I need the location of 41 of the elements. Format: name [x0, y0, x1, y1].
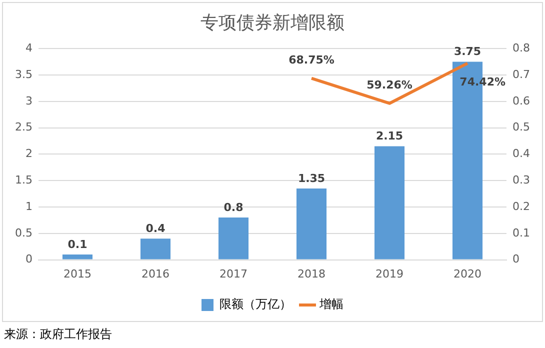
bar — [296, 188, 327, 260]
y-tick-label: 1 — [25, 200, 32, 213]
source-note: 来源：政府工作报告 — [4, 326, 112, 343]
data-label: 59.26% — [366, 78, 412, 92]
x-tick-label: 2017 — [220, 267, 248, 280]
x-tick-label: 2015 — [63, 267, 92, 280]
y-tick-label: 0 — [25, 252, 32, 266]
data-label: 0.4 — [146, 222, 166, 236]
y2-tick-label: 0.6 — [512, 94, 530, 108]
x-tick-label: 2019 — [376, 267, 404, 280]
data-label: 2.15 — [376, 130, 404, 143]
x-tick-label: 2020 — [454, 267, 482, 280]
data-label: 1.35 — [298, 172, 326, 185]
y2-tick-label: 0.4 — [512, 147, 530, 160]
y2-tick-label: 0.5 — [512, 120, 530, 134]
bar — [140, 238, 171, 260]
legend-label: 增幅 — [318, 297, 344, 312]
y2-tick-label: 0.2 — [512, 200, 530, 213]
data-label: 68.75% — [288, 54, 334, 67]
x-tick-label: 2018 — [298, 267, 326, 280]
chart-title: 专项债券新增限额 — [200, 12, 344, 34]
y-tick-label: 2.5 — [14, 120, 32, 134]
y2-tick-label: 0.8 — [512, 41, 530, 54]
x-tick-label: 2016 — [141, 267, 170, 280]
y-tick-label: 2 — [25, 147, 32, 160]
y-tick-label: 0.5 — [14, 226, 32, 240]
bar — [218, 218, 249, 260]
y-tick-label: 4 — [25, 41, 32, 54]
y2-tick-label: 0 — [512, 252, 520, 266]
data-label: 0.1 — [68, 238, 88, 251]
data-label: 3.75 — [454, 45, 482, 58]
legend-label: 限额（万亿） — [220, 297, 292, 312]
y-tick-label: 3.5 — [14, 68, 32, 81]
y2-tick-label: 0.1 — [512, 226, 530, 240]
y2-tick-label: 0.7 — [512, 68, 530, 81]
data-label: 0.8 — [224, 200, 244, 214]
bar — [374, 146, 405, 260]
y2-tick-label: 0.3 — [512, 173, 530, 186]
bar — [62, 254, 93, 260]
y-tick-label: 1.5 — [14, 173, 32, 186]
y-tick-label: 3 — [25, 94, 32, 108]
